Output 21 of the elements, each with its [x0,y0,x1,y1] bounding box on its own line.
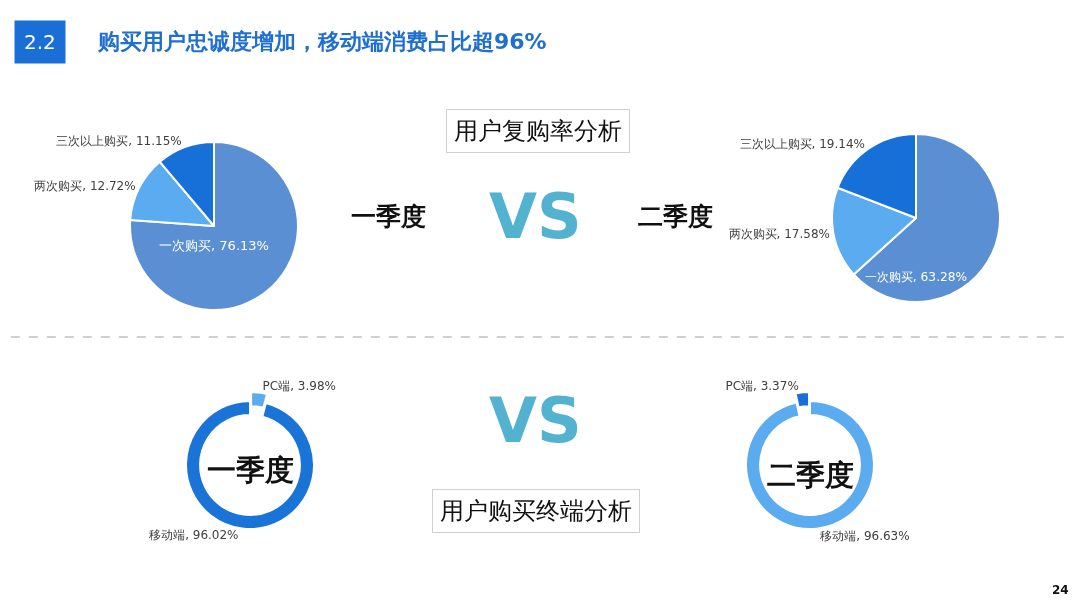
text: 用户复购率分析 [454,117,622,145]
slice-label: 一次购买, 76.13% [159,238,269,254]
chart-title: 购买用户忠诚度增加，移动端消费占比超96% [97,29,547,54]
slice-label: PC端, 3.37% [725,378,799,393]
text: VS [489,384,582,457]
text: 二季度 [638,202,713,231]
text: 24 [1052,583,1069,597]
text: 一季度 [207,453,294,487]
text: 用户购买终端分析 [440,497,632,525]
slice-label: 移动端, 96.02% [149,528,239,543]
text: VS [489,180,582,253]
slice-label: 一次购买, 63.28% [864,269,968,284]
text: 一季度 [351,202,426,231]
text: 2.2 [24,30,56,54]
text: 二季度 [767,458,854,492]
slice-label: 两次购买, 12.72% [34,179,136,194]
slice-label: 移动端, 96.63% [820,528,910,543]
slice-label: 两次购买, 17.58% [728,226,830,241]
slice-label: PC端, 3.98% [262,378,336,393]
slice-label: 三次以上购买, 19.14% [739,136,865,151]
slice-label: 三次以上购买, 11.15% [56,133,182,148]
